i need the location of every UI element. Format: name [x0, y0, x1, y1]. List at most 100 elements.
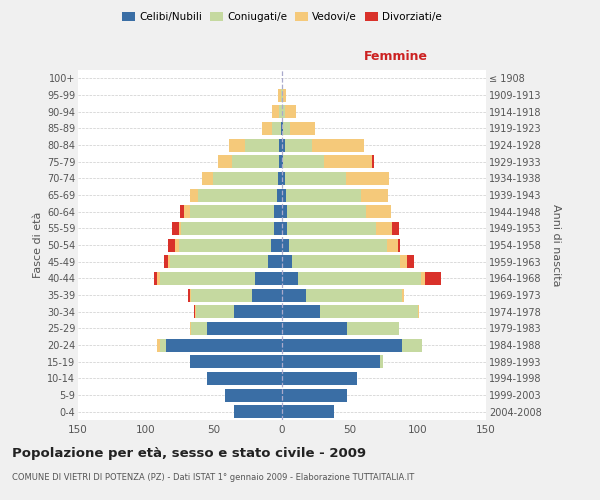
Bar — [282, 288, 307, 302]
Bar — [235, 405, 282, 418]
Bar — [197, 188, 277, 202]
Bar — [170, 255, 268, 268]
Bar — [181, 222, 274, 235]
Bar — [279, 155, 282, 168]
Bar — [274, 205, 282, 218]
Bar — [312, 138, 364, 151]
Bar — [278, 88, 281, 102]
Bar — [282, 372, 357, 385]
Bar — [160, 272, 255, 285]
Bar — [168, 255, 170, 268]
Bar — [268, 255, 282, 268]
Bar — [272, 122, 281, 135]
Bar — [279, 105, 282, 118]
Bar — [191, 288, 252, 302]
Bar — [282, 305, 320, 318]
Bar — [361, 188, 388, 202]
Bar — [372, 155, 374, 168]
Bar — [166, 338, 282, 351]
Bar — [196, 305, 235, 318]
Bar — [157, 338, 160, 351]
Bar — [229, 138, 245, 151]
Bar — [252, 288, 282, 302]
Bar — [287, 222, 376, 235]
Bar — [282, 322, 347, 335]
Bar — [282, 222, 287, 235]
Bar — [401, 288, 404, 302]
Text: Femmine: Femmine — [364, 50, 428, 63]
Y-axis label: Fasce di età: Fasce di età — [32, 212, 43, 278]
Legend: Celibi/Nubili, Coniugati/e, Vedovi/e, Divorziati/e: Celibi/Nubili, Coniugati/e, Vedovi/e, Di… — [118, 8, 446, 26]
Bar — [190, 355, 282, 368]
Bar — [289, 238, 387, 252]
Bar — [367, 205, 391, 218]
Bar — [279, 138, 282, 151]
Bar — [218, 155, 232, 168]
Bar — [179, 238, 271, 252]
Bar — [282, 355, 380, 368]
Bar — [282, 338, 401, 351]
Bar — [255, 272, 282, 285]
Bar — [401, 338, 422, 351]
Bar — [157, 272, 160, 285]
Bar — [179, 222, 181, 235]
Bar — [235, 305, 282, 318]
Text: Popolazione per età, sesso e stato civile - 2009: Popolazione per età, sesso e stato civil… — [12, 448, 366, 460]
Bar — [168, 238, 175, 252]
Bar — [286, 188, 361, 202]
Bar — [282, 138, 285, 151]
Bar — [421, 272, 425, 285]
Bar — [271, 238, 282, 252]
Bar — [225, 388, 282, 402]
Bar — [282, 255, 292, 268]
Bar — [282, 272, 298, 285]
Bar — [164, 255, 168, 268]
Bar — [191, 322, 207, 335]
Bar — [190, 205, 274, 218]
Bar — [282, 205, 287, 218]
Bar — [407, 255, 414, 268]
Y-axis label: Anni di nascita: Anni di nascita — [551, 204, 561, 286]
Bar — [282, 188, 286, 202]
Bar — [292, 255, 400, 268]
Bar — [282, 88, 283, 102]
Bar — [400, 255, 407, 268]
Bar — [195, 305, 196, 318]
Text: COMUNE DI VIETRI DI POTENZA (PZ) - Dati ISTAT 1° gennaio 2009 - Elaborazione TUT: COMUNE DI VIETRI DI POTENZA (PZ) - Dati … — [12, 472, 414, 482]
Bar — [282, 122, 283, 135]
Bar — [398, 238, 400, 252]
Bar — [290, 122, 314, 135]
Bar — [184, 205, 190, 218]
Bar — [245, 138, 279, 151]
Bar — [418, 305, 419, 318]
Bar — [282, 388, 347, 402]
Bar — [287, 205, 367, 218]
Bar — [272, 105, 279, 118]
Bar — [380, 355, 383, 368]
Bar — [281, 122, 282, 135]
Bar — [282, 405, 334, 418]
Bar — [207, 372, 282, 385]
Bar — [283, 155, 324, 168]
Bar — [283, 122, 290, 135]
Bar — [285, 138, 312, 151]
Bar — [190, 288, 191, 302]
Bar — [180, 205, 184, 218]
Bar — [232, 155, 279, 168]
Bar — [282, 238, 289, 252]
Bar — [282, 155, 283, 168]
Bar — [376, 222, 392, 235]
Bar — [212, 172, 278, 185]
Bar — [172, 222, 179, 235]
Bar — [190, 322, 191, 335]
Bar — [392, 222, 399, 235]
Bar — [202, 172, 212, 185]
Bar — [324, 155, 372, 168]
Bar — [347, 322, 399, 335]
Bar — [175, 238, 179, 252]
Bar — [194, 305, 195, 318]
Bar — [277, 188, 282, 202]
Bar — [298, 272, 421, 285]
Bar — [274, 222, 282, 235]
Bar — [160, 338, 166, 351]
